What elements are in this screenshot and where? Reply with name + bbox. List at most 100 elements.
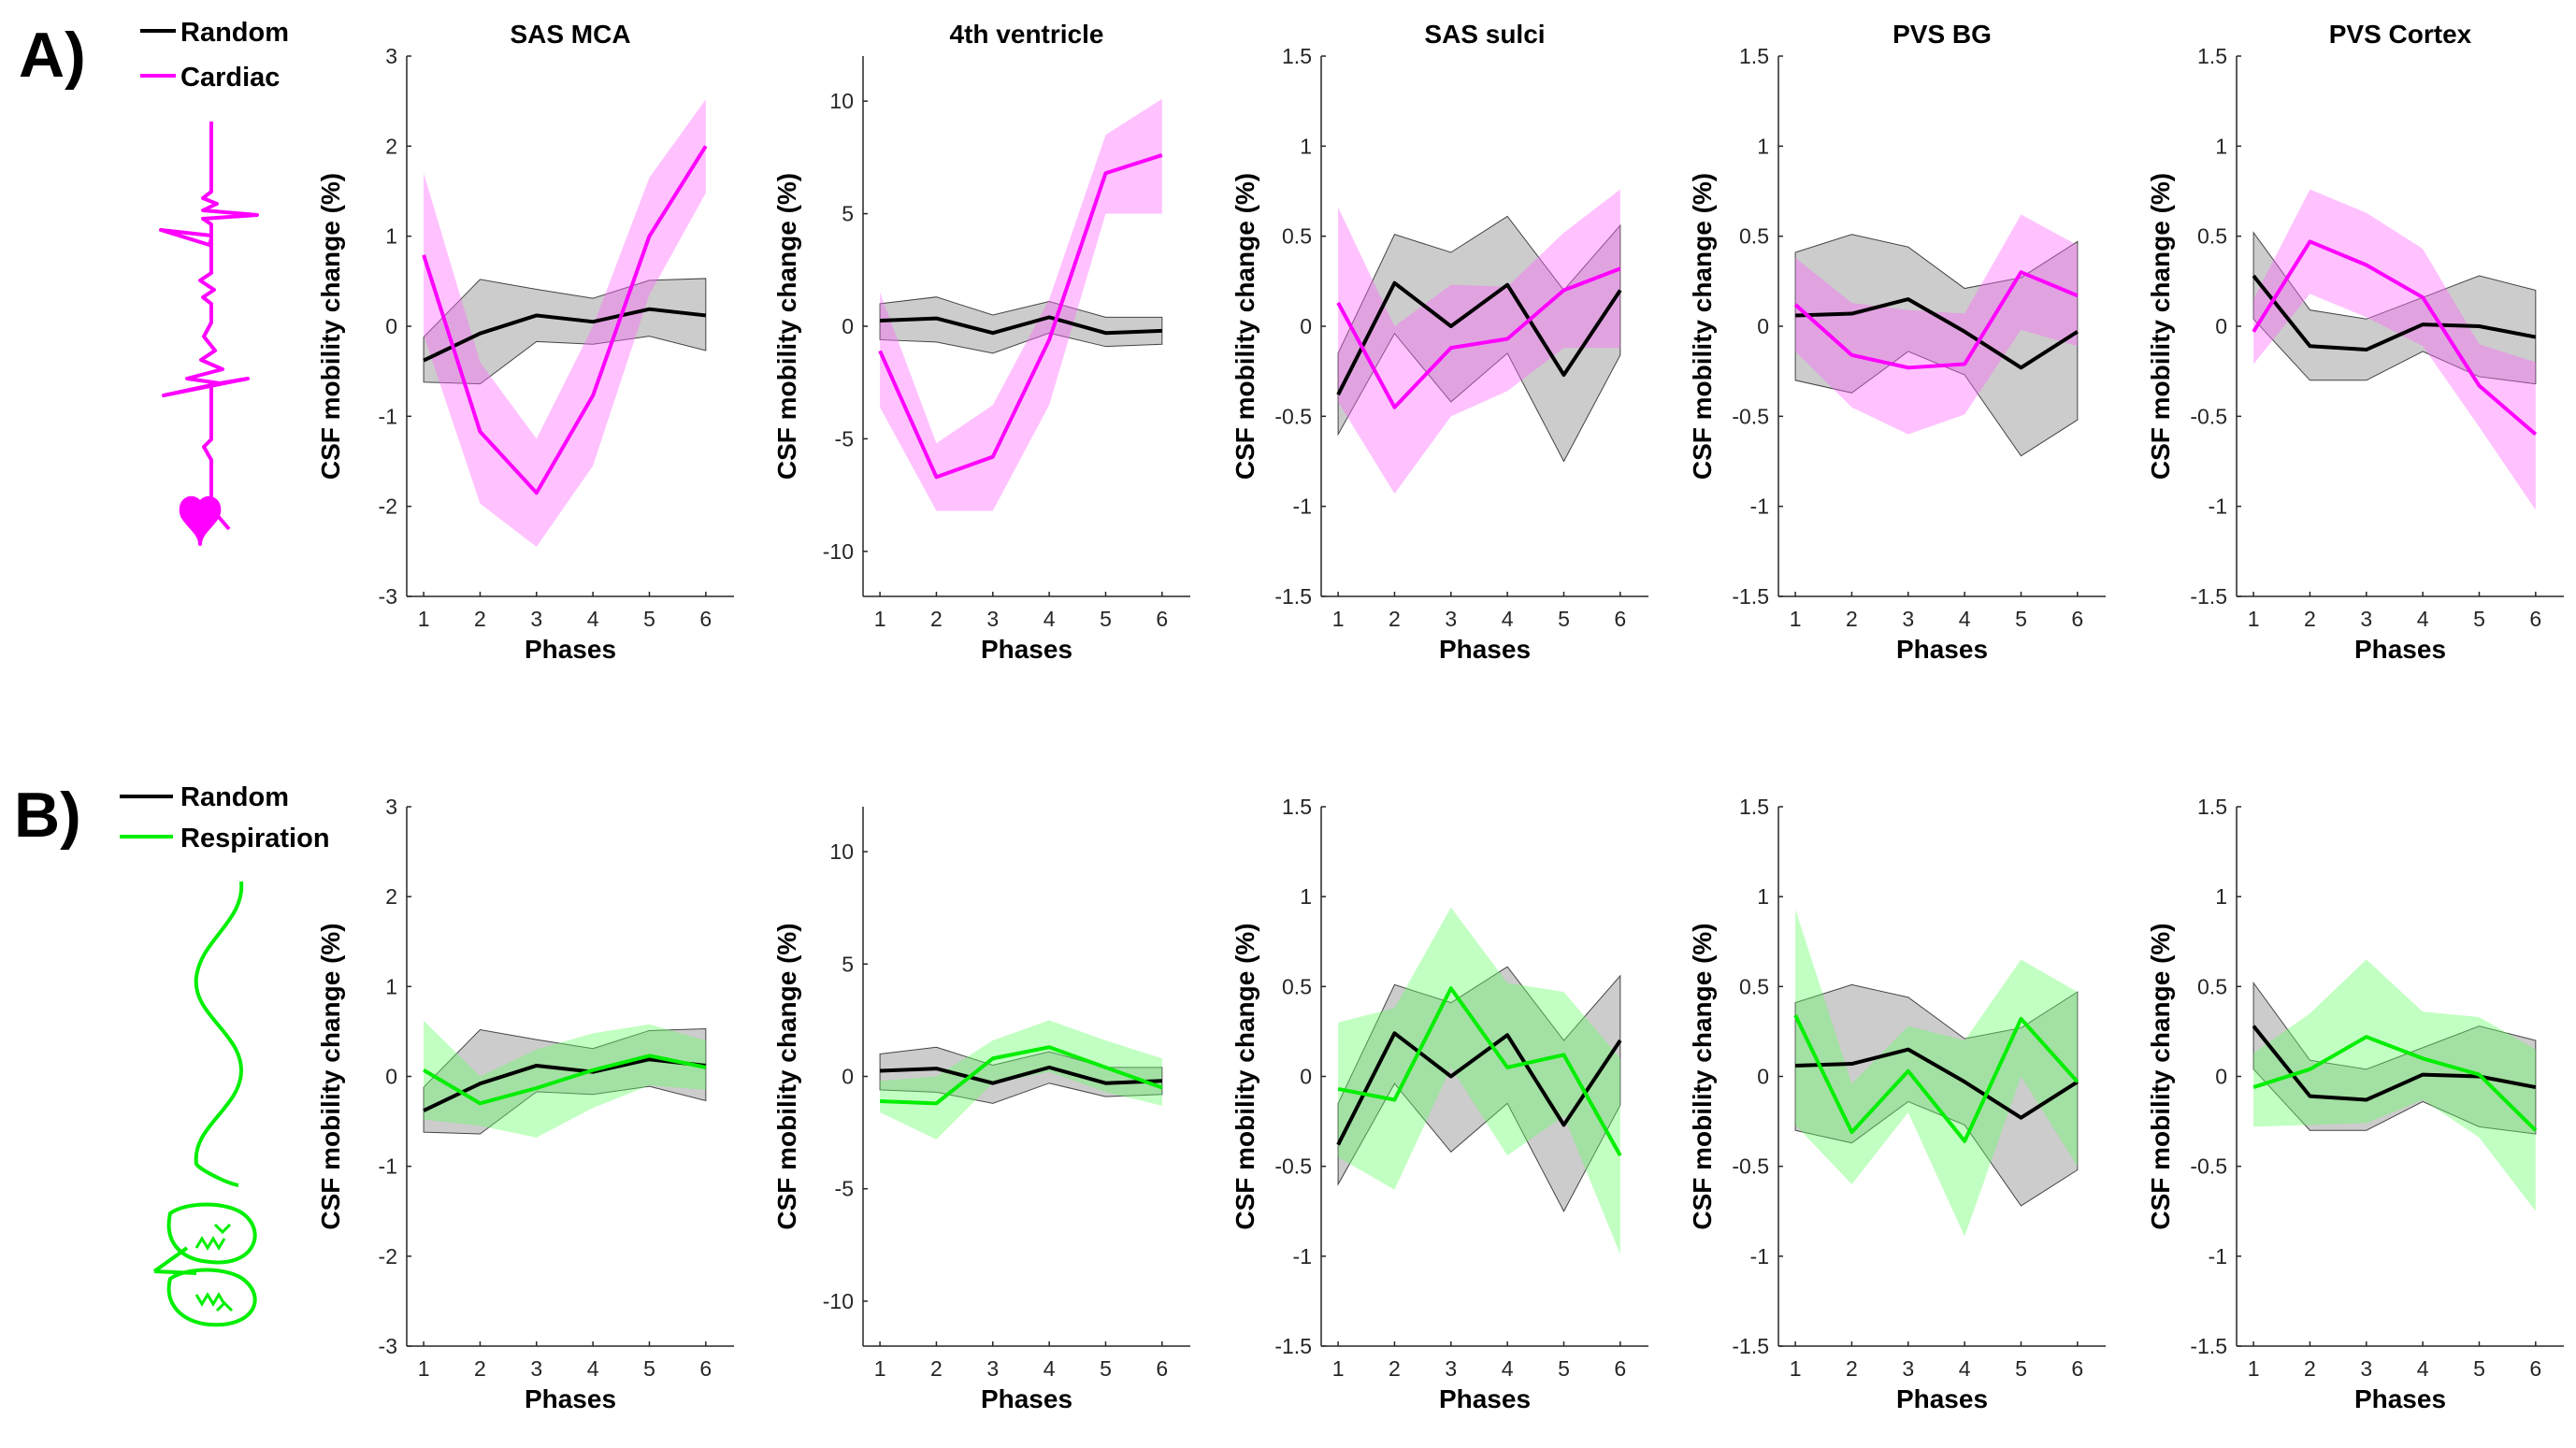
x-tick-label: 3	[2360, 607, 2372, 631]
legend-label-cardiac: Cardiac	[180, 63, 280, 93]
series-line-random	[880, 1065, 1162, 1085]
y-tick-label: 0.5	[1282, 224, 1312, 249]
x-tick-label: 6	[2071, 1356, 2083, 1381]
lungs-respiration-icon	[152, 881, 257, 1327]
lungs-icon	[152, 1202, 257, 1327]
x-tick-label: 2	[1389, 607, 1401, 631]
chart-panel: -1.5 -1 -0.5 0 0.5 1 1.5 1 2 3 4 5 6 Phases CSF mobili…	[1230, 20, 1648, 664]
x-tick-label: 1	[1790, 607, 1802, 631]
x-axis-label: Phases	[981, 1384, 1072, 1413]
y-axis-label: CSF mobility change (%)	[772, 923, 801, 1229]
chart-panel: -10 -5 0 5 10 1 2 3 4 5 6 Phases CSF mobility change…	[772, 807, 1190, 1413]
series-line-cardiac	[422, 145, 708, 495]
chart-title: PVS BG	[1892, 20, 1992, 49]
series-line-random	[2252, 1025, 2537, 1102]
y-tick-label: 0	[1300, 1065, 1312, 1089]
x-tick-label: 2	[2304, 607, 2316, 631]
y-tick-label: -1	[1293, 1244, 1312, 1269]
x-axis-label: Phases	[2354, 635, 2446, 664]
chart-panel: -1.5 -1 -0.5 0 0.5 1 1.5 1 2 3 4 5 6 Phases CSF mobili…	[1688, 20, 2106, 664]
series-line-respiration	[1793, 1014, 2080, 1143]
confidence-band-respiration	[1795, 909, 2078, 1237]
confidence-band-cardiac	[880, 98, 1162, 511]
confidence-band-random	[1794, 983, 2079, 1207]
x-tick-label: 2	[1846, 607, 1858, 631]
y-tick-label: -1	[2209, 1244, 2227, 1269]
y-tick-label: 10	[829, 839, 854, 864]
x-tick-label: 5	[1558, 1356, 1570, 1381]
x-tick-label: 4	[587, 607, 599, 631]
chart-title: PVS Cortex	[2329, 20, 2472, 49]
series-line-random	[1795, 297, 2079, 370]
series-line-random	[1795, 1047, 2079, 1120]
x-tick-label: 1	[1332, 607, 1345, 631]
confidence-band-respiration	[1338, 907, 1620, 1254]
heartbeat-ecg-icon	[159, 122, 259, 546]
series-line-respiration	[880, 1045, 1163, 1106]
y-tick-label: -0.5	[2190, 1154, 2227, 1179]
confidence-band-cardiac	[2253, 189, 2536, 510]
x-tick-label: 1	[2248, 607, 2260, 631]
y-tick-label: 0	[2215, 314, 2227, 338]
x-tick-label: 3	[1902, 607, 1914, 631]
x-tick-label: 4	[1043, 1356, 1056, 1381]
y-tick-label: -0.5	[1274, 1154, 1312, 1179]
y-tick-label: 0	[842, 1065, 854, 1089]
y-tick-label: 1.5	[1282, 795, 1312, 819]
x-tick-label: 2	[1389, 1356, 1401, 1381]
x-tick-label: 3	[986, 607, 999, 631]
x-tick-label: 1	[1332, 1356, 1345, 1381]
x-tick-label: 4	[1502, 607, 1514, 631]
y-tick-label: 0	[2215, 1065, 2227, 1089]
x-tick-label: 6	[699, 607, 712, 631]
x-tick-label: 6	[2071, 607, 2083, 631]
x-tick-label: 4	[1959, 607, 1971, 631]
x-tick-label: 4	[2417, 607, 2429, 631]
x-tick-label: 2	[930, 607, 943, 631]
x-tick-label: 2	[1846, 1356, 1858, 1381]
y-tick-label: 0.5	[2197, 224, 2227, 249]
x-tick-label: 6	[1156, 1356, 1168, 1381]
x-tick-label: 3	[530, 607, 542, 631]
y-tick-label: -1.5	[2190, 1334, 2227, 1358]
y-tick-label: 1	[385, 974, 397, 998]
chart-panel: -1.5 -1 -0.5 0 0.5 1 1.5 1 2 3 4 5 6 Phases CSF mobili…	[1688, 795, 2106, 1413]
x-tick-label: 5	[1100, 607, 1112, 631]
chart-panel: -3 -2 -1 0 1 2 3 1 2 3 4 5 6 Phases CSF mobility chang…	[316, 20, 734, 664]
x-axis-label: Phases	[981, 635, 1072, 664]
y-tick-label: -5	[835, 1177, 854, 1201]
y-tick-label: -1	[379, 404, 397, 428]
series-line-random	[423, 307, 707, 363]
x-tick-label: 3	[986, 1356, 999, 1381]
x-tick-label: 2	[474, 1356, 486, 1381]
y-tick-label: -1.5	[1274, 1334, 1312, 1358]
x-tick-label: 5	[1558, 607, 1570, 631]
y-tick-label: 3	[385, 795, 397, 819]
x-tick-label: 1	[418, 607, 430, 631]
y-tick-label: 1	[2215, 884, 2227, 909]
y-tick-label: -0.5	[2190, 404, 2227, 428]
legend-label-random-a: Random	[180, 18, 289, 48]
y-tick-label: -1.5	[2190, 584, 2227, 609]
y-tick-label: -1	[379, 1154, 397, 1179]
y-tick-label: -0.5	[1274, 404, 1312, 428]
x-tick-label: 4	[1043, 607, 1056, 631]
x-tick-label: 5	[643, 607, 655, 631]
y-tick-label: 1.5	[1739, 44, 1769, 68]
y-tick-label: 0.5	[1739, 224, 1769, 249]
y-tick-label: -1.5	[1732, 584, 1769, 609]
x-tick-label: 6	[1614, 607, 1626, 631]
y-tick-label: 0	[1757, 314, 1769, 338]
y-tick-label: 0	[385, 314, 397, 338]
x-tick-label: 4	[2417, 1356, 2429, 1381]
series-line-random	[423, 1057, 707, 1112]
confidence-band-cardiac	[1795, 214, 2078, 435]
chart-panel: -10 -5 0 5 10 1 2 3 4 5 6 Phases CSF mobility change…	[772, 20, 1190, 664]
series-line-random	[1336, 1031, 1622, 1146]
y-tick-label: 3	[385, 44, 397, 68]
y-tick-label: 0.5	[2197, 974, 2227, 998]
x-tick-label: 2	[474, 607, 486, 631]
y-tick-label: -1.5	[1732, 1334, 1769, 1358]
y-tick-label: -3	[379, 584, 397, 609]
